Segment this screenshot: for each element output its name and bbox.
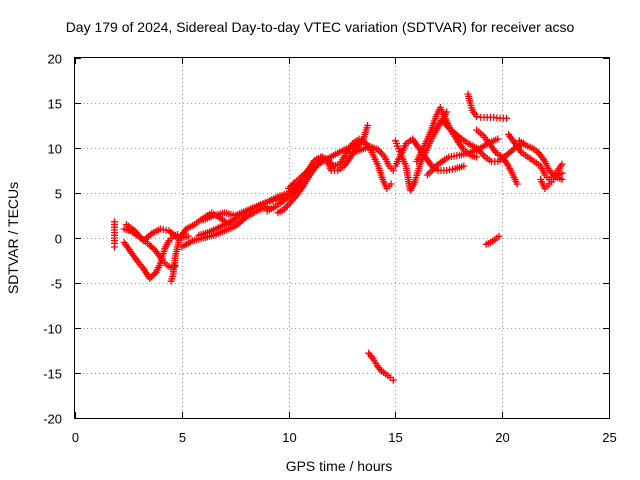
data-point	[558, 160, 566, 168]
series-track-J	[285, 135, 363, 192]
series-track-K	[353, 137, 395, 192]
series-track-T	[505, 131, 566, 183]
y-tick-label: -10	[43, 322, 62, 337]
series-track-V	[537, 169, 566, 192]
plot-frame	[74, 57, 610, 419]
x-tick-label: 15	[388, 430, 402, 445]
data-points	[111, 90, 566, 384]
data-point	[285, 185, 293, 192]
series-track-U	[515, 137, 566, 183]
data-point	[149, 271, 157, 279]
data-point	[301, 170, 309, 178]
data-point	[387, 180, 395, 188]
data-point	[389, 376, 397, 384]
grid	[75, 58, 609, 418]
series-track-B	[120, 230, 181, 282]
y-tick-label: 0	[55, 232, 62, 247]
chart-title: Day 179 of 2024, Sidereal Day-to-day VTE…	[66, 19, 575, 35]
y-tick-label: 5	[55, 187, 62, 202]
data-point	[503, 114, 510, 122]
y-axis-label: SDTVAR / TECUs	[5, 182, 21, 294]
data-point	[473, 113, 481, 120]
data-point	[151, 270, 159, 278]
data-point	[495, 232, 503, 240]
x-tick-label: 20	[495, 430, 509, 445]
series-start-column	[111, 218, 118, 251]
data-point	[184, 232, 192, 240]
y-tick-label: -20	[43, 412, 62, 427]
data-point	[473, 153, 481, 161]
data-point	[547, 168, 555, 176]
data-point	[558, 169, 566, 177]
x-tick-label: 25	[602, 430, 616, 445]
series-track-N	[391, 135, 468, 174]
data-point	[558, 176, 566, 183]
x-tick-label: 0	[72, 430, 79, 445]
series-small-segment	[482, 232, 503, 248]
y-tick-label: 15	[48, 97, 62, 112]
data-point	[297, 173, 305, 181]
data-point	[147, 273, 155, 281]
axis-ticks	[75, 58, 610, 419]
series-track-R	[464, 90, 510, 122]
data-point	[513, 180, 521, 188]
x-tick-label: 5	[179, 430, 186, 445]
data-point	[149, 244, 157, 252]
series-track-S	[473, 126, 521, 188]
data-point	[548, 170, 556, 178]
y-tick-label: 10	[48, 142, 62, 157]
series-track-P	[423, 135, 502, 179]
tick-labels: 0 5 10 15 20 25 -20 -15 -10 -5 0 5 10 15 20	[43, 52, 617, 446]
data-point	[364, 122, 372, 129]
x-axis-label: GPS time / hours	[286, 458, 393, 474]
series-track-O	[413, 104, 481, 165]
data-point	[302, 168, 310, 176]
data-point	[147, 243, 155, 251]
data-point	[545, 167, 553, 174]
series-track-I	[274, 122, 372, 217]
data-point	[286, 183, 294, 191]
y-tick-label: -15	[43, 367, 62, 382]
y-tick-label: 20	[48, 52, 62, 67]
series-track-L	[349, 142, 397, 174]
y-tick-label: -5	[50, 277, 62, 292]
data-point	[299, 171, 307, 179]
data-point	[146, 241, 154, 249]
data-point	[460, 162, 468, 170]
data-point	[389, 167, 397, 174]
data-point	[288, 181, 296, 189]
data-point	[494, 135, 502, 143]
data-point	[146, 275, 154, 282]
data-point	[289, 180, 297, 188]
x-tick-label: 10	[282, 430, 296, 445]
data-point	[111, 243, 118, 251]
series-dip-segment	[365, 349, 397, 384]
